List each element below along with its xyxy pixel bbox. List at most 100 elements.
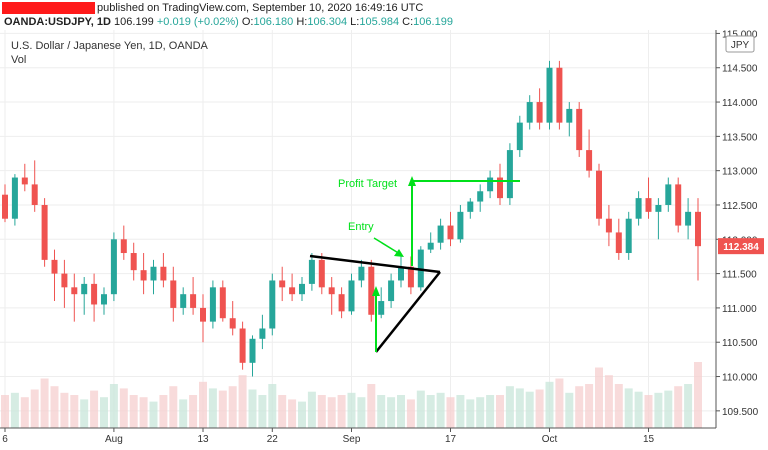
candle[interactable]: [556, 60, 563, 130]
price-axis[interactable]: 109.500110.000110.500111.000111.500112.0…: [716, 29, 759, 418]
candle[interactable]: [685, 198, 692, 240]
candle[interactable]: [526, 95, 533, 130]
candle[interactable]: [516, 115, 523, 157]
candle[interactable]: [318, 253, 325, 295]
candle[interactable]: [695, 198, 701, 281]
candle[interactable]: [120, 225, 127, 260]
close-value: 106.199: [413, 16, 453, 28]
candle[interactable]: [160, 253, 167, 288]
candle-body: [190, 294, 197, 308]
candle[interactable]: [457, 204, 464, 243]
candle-body: [388, 280, 395, 302]
candle[interactable]: [110, 232, 117, 302]
candle[interactable]: [41, 198, 48, 267]
candle[interactable]: [576, 102, 583, 157]
last-price: 106.199: [114, 16, 154, 28]
candle[interactable]: [2, 184, 8, 223]
volume-bar: [357, 397, 366, 428]
candle[interactable]: [170, 266, 177, 322]
candle[interactable]: [348, 273, 355, 315]
candle[interactable]: [566, 102, 573, 137]
candle[interactable]: [11, 174, 18, 226]
candle-body: [556, 67, 563, 123]
candle[interactable]: [249, 335, 256, 377]
candle[interactable]: [239, 321, 246, 370]
candle[interactable]: [219, 280, 226, 322]
candle[interactable]: [338, 287, 345, 319]
candle[interactable]: [190, 277, 197, 315]
candle[interactable]: [388, 273, 395, 308]
candle[interactable]: [269, 273, 276, 336]
candle[interactable]: [21, 163, 28, 192]
candle[interactable]: [467, 198, 474, 219]
candle[interactable]: [635, 191, 642, 226]
candle[interactable]: [81, 277, 88, 315]
time-axis[interactable]: 6 Aug 13 22 Sep 17 Oct 15: [2, 428, 654, 445]
candle[interactable]: [447, 211, 454, 247]
volume-bar: [268, 384, 277, 428]
entry-arrow: [373, 237, 401, 255]
candle[interactable]: [31, 160, 38, 212]
candle[interactable]: [506, 143, 513, 205]
candle[interactable]: [586, 129, 593, 178]
candle[interactable]: [200, 294, 206, 343]
candle-body: [358, 266, 365, 281]
candle[interactable]: [675, 177, 682, 233]
candle[interactable]: [368, 259, 375, 322]
candle[interactable]: [427, 232, 434, 254]
price-tick-label: 114.500: [722, 64, 758, 75]
candle[interactable]: [378, 287, 385, 319]
candle[interactable]: [605, 204, 612, 247]
volume-bar: [307, 391, 316, 428]
candle[interactable]: [328, 277, 335, 315]
volume-bar: [664, 390, 673, 428]
price-tick-label: 110.000: [722, 373, 758, 384]
candle[interactable]: [209, 280, 216, 329]
currency-badge[interactable]: JPY: [725, 35, 755, 53]
candle[interactable]: [150, 259, 157, 295]
candle-body: [2, 194, 8, 219]
candle[interactable]: [596, 163, 602, 226]
candle[interactable]: [140, 253, 147, 295]
candle[interactable]: [101, 287, 107, 315]
candle[interactable]: [229, 301, 236, 336]
candle[interactable]: [625, 211, 632, 260]
candle[interactable]: [51, 249, 58, 302]
candle-body: [160, 266, 167, 281]
candle[interactable]: [180, 287, 187, 315]
candle[interactable]: [655, 198, 662, 240]
volume-bar: [139, 397, 148, 428]
volume-bar: [298, 401, 306, 428]
candle-body: [219, 287, 226, 319]
candle[interactable]: [437, 218, 444, 250]
candle[interactable]: [665, 177, 672, 212]
high-label: H:: [296, 16, 308, 28]
candle[interactable]: [398, 253, 404, 288]
candle[interactable]: [91, 273, 98, 322]
candle[interactable]: [645, 177, 652, 219]
volume-bar: [426, 395, 435, 428]
candle[interactable]: [615, 218, 622, 260]
candle[interactable]: [487, 170, 494, 199]
volume-bar: [327, 397, 336, 428]
candle[interactable]: [546, 60, 553, 130]
volume-bar: [535, 389, 544, 428]
time-tick-label: 17: [445, 434, 457, 445]
candle[interactable]: [299, 277, 305, 302]
volume-bar: [50, 386, 59, 428]
candle[interactable]: [279, 266, 286, 302]
candle[interactable]: [308, 253, 315, 291]
candle[interactable]: [536, 88, 543, 130]
price-change: +0.019 (+0.02%): [156, 16, 239, 28]
candle[interactable]: [497, 163, 503, 205]
candle[interactable]: [130, 242, 137, 281]
candle[interactable]: [358, 259, 365, 288]
candle-body: [31, 184, 38, 205]
candle[interactable]: [477, 184, 484, 212]
candle[interactable]: [259, 314, 266, 350]
candle[interactable]: [71, 273, 78, 322]
candle[interactable]: [61, 259, 68, 308]
candle[interactable]: [289, 273, 296, 302]
candle[interactable]: [407, 256, 414, 295]
